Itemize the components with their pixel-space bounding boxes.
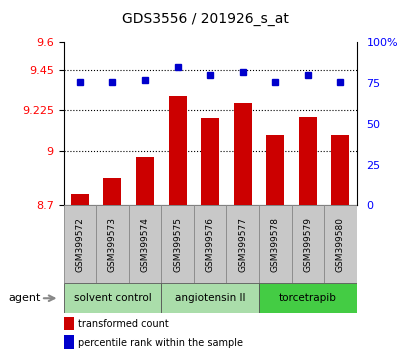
Text: GSM399579: GSM399579: [303, 217, 312, 272]
Bar: [233, 103, 251, 205]
Text: GSM399580: GSM399580: [335, 217, 344, 272]
Bar: [136, 158, 153, 205]
Text: GSM399573: GSM399573: [108, 217, 117, 272]
Text: torcetrapib: torcetrapib: [278, 293, 336, 303]
Bar: [201, 118, 218, 205]
Bar: [193, 205, 226, 283]
Bar: [161, 205, 193, 283]
Bar: [258, 205, 291, 283]
Bar: [298, 117, 316, 205]
Bar: [168, 96, 186, 205]
Bar: [291, 205, 324, 283]
Text: GSM399577: GSM399577: [238, 217, 247, 272]
Text: GSM399574: GSM399574: [140, 217, 149, 272]
Bar: [330, 135, 348, 205]
Bar: [103, 178, 121, 205]
Bar: [161, 283, 258, 313]
Text: solvent control: solvent control: [73, 293, 151, 303]
Text: agent: agent: [8, 293, 40, 303]
Text: GSM399578: GSM399578: [270, 217, 279, 272]
Text: transformed count: transformed count: [78, 319, 168, 329]
Bar: [258, 283, 356, 313]
Bar: [71, 194, 89, 205]
Text: GSM399576: GSM399576: [205, 217, 214, 272]
Text: GSM399572: GSM399572: [75, 217, 84, 272]
Bar: [226, 205, 258, 283]
Text: angiotensin II: angiotensin II: [175, 293, 245, 303]
Text: GDS3556 / 201926_s_at: GDS3556 / 201926_s_at: [121, 12, 288, 27]
Bar: [266, 135, 283, 205]
Bar: [324, 205, 356, 283]
Text: GSM399575: GSM399575: [173, 217, 182, 272]
Bar: [96, 205, 128, 283]
Bar: [128, 205, 161, 283]
Bar: [63, 205, 96, 283]
Text: percentile rank within the sample: percentile rank within the sample: [78, 338, 242, 348]
Bar: [63, 283, 161, 313]
